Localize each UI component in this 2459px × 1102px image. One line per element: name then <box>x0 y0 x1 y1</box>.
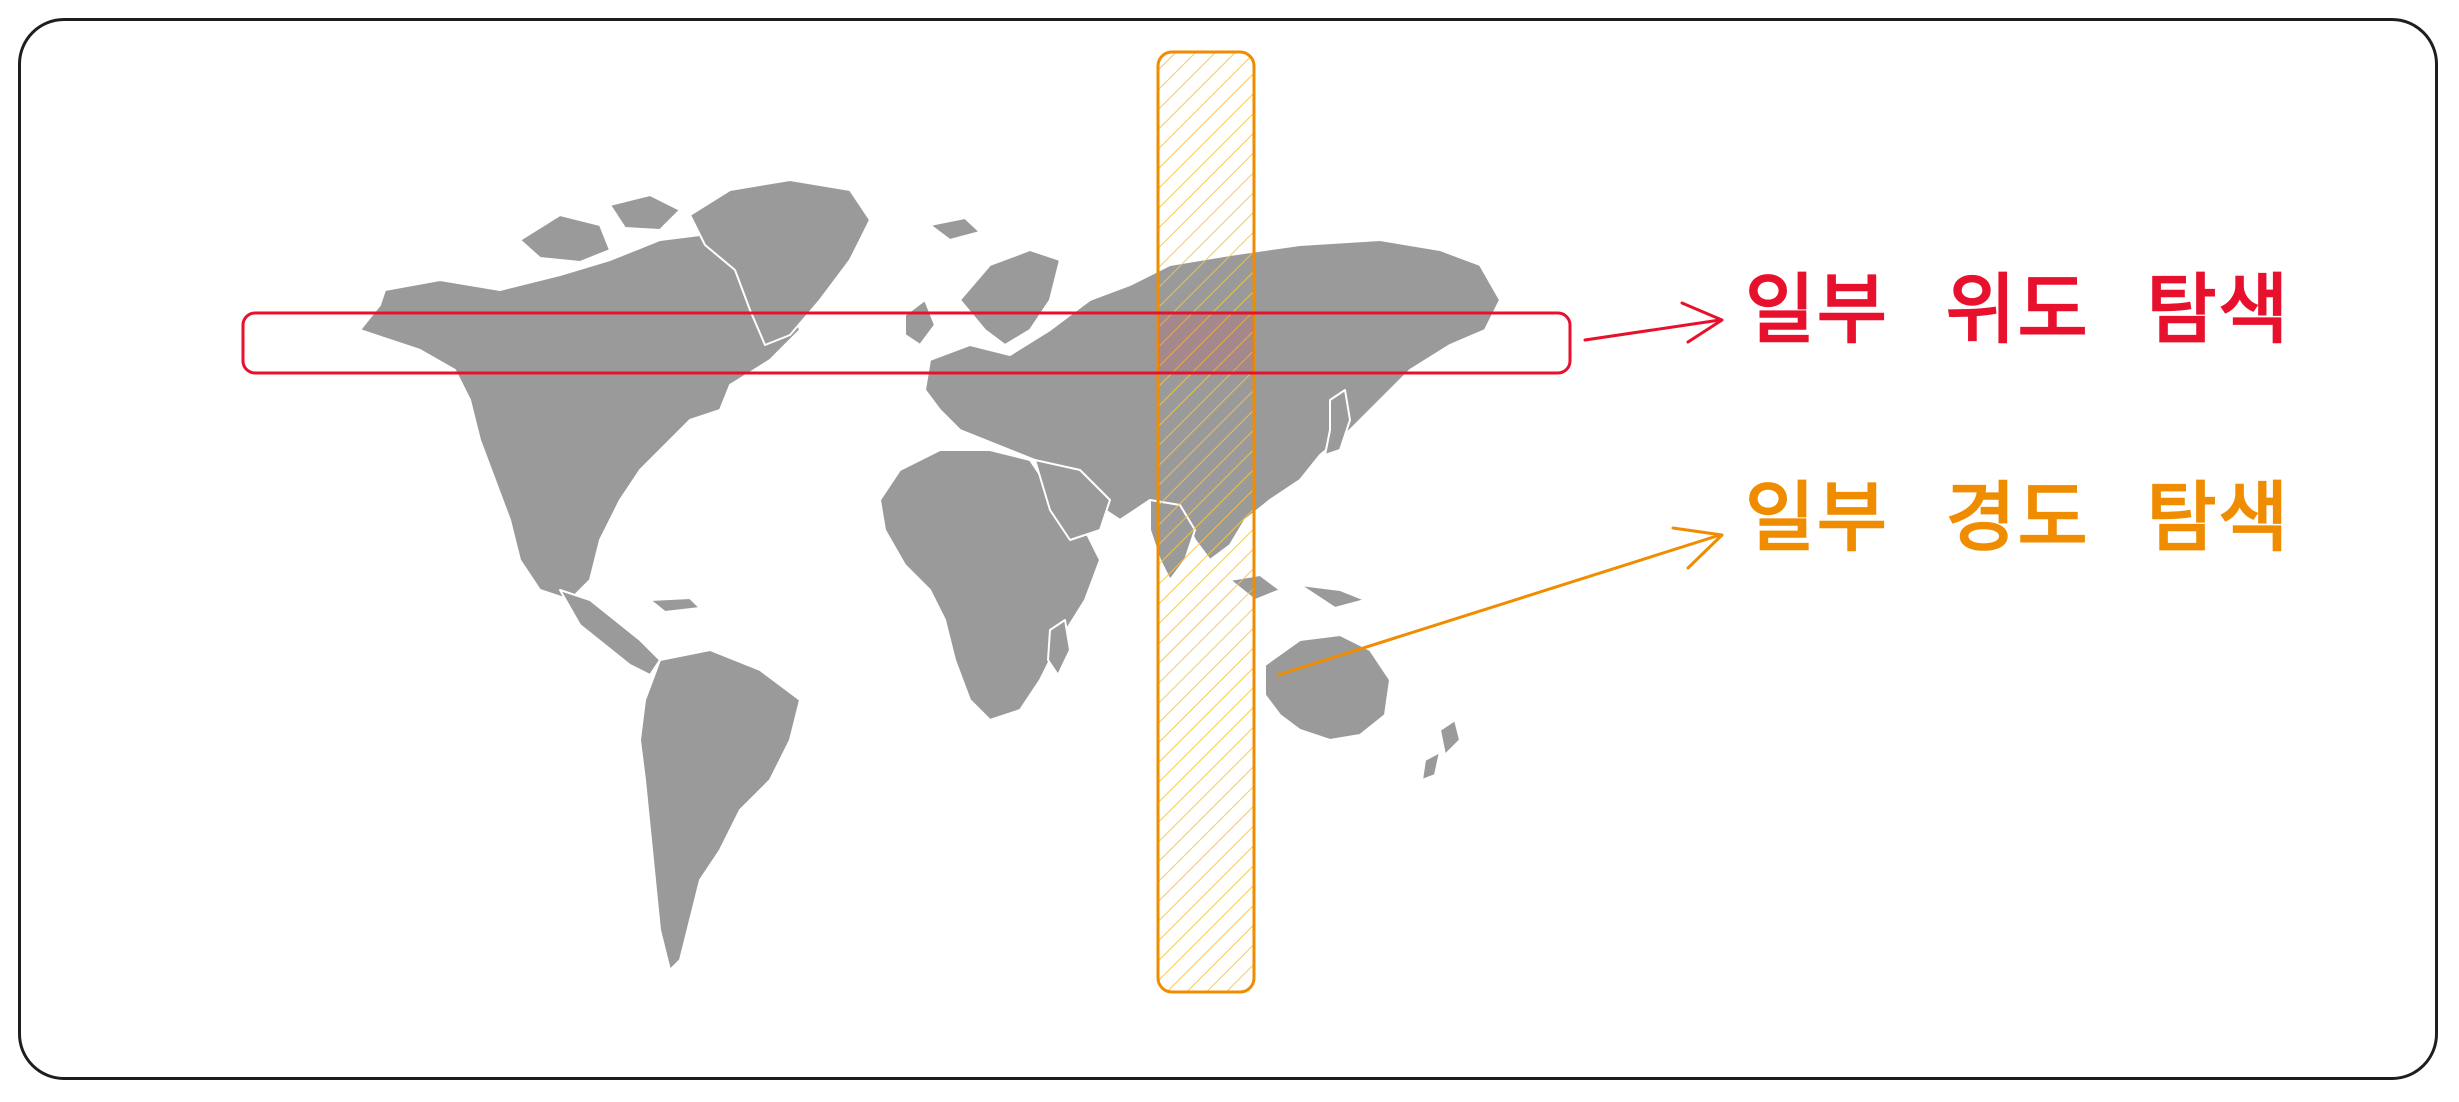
longitude-arrow-icon <box>1276 526 1724 677</box>
arctic-islands <box>609 194 681 231</box>
madagascar-landmass <box>1047 619 1071 676</box>
australia-landmass <box>1264 634 1391 741</box>
longitude-band <box>1156 50 1256 994</box>
south-america-landmass <box>639 649 801 971</box>
world-map <box>359 179 1501 971</box>
longitude-search-label: 일부 경도 탐색 <box>1745 473 2291 562</box>
north-america-landmass <box>359 234 801 601</box>
central-america-landmass <box>559 589 661 676</box>
canvas-frame <box>18 18 2438 1080</box>
japan-landmass <box>1324 389 1351 456</box>
scandinavia-landmass <box>959 249 1061 346</box>
latitude-band <box>241 311 1572 375</box>
uk-landmass <box>904 299 936 346</box>
caribbean-islands <box>649 597 701 613</box>
new-zealand-landmass <box>1439 719 1461 756</box>
arctic-islands <box>519 214 611 263</box>
africa-landmass <box>879 449 1101 721</box>
latitude-band-outline <box>241 311 1572 375</box>
latitude-arrow-icon <box>1583 301 1724 344</box>
greenland-landmass <box>689 179 871 346</box>
southeast-asia-islands <box>1299 584 1366 609</box>
latitude-search-label: 일부 위도 탐색 <box>1745 265 2291 354</box>
iceland-landmass <box>929 217 981 241</box>
arabia-landmass <box>1034 459 1111 541</box>
new-zealand-landmass <box>1421 751 1441 781</box>
longitude-band-outline <box>1156 50 1256 994</box>
longitude-band-fill <box>1158 52 1254 992</box>
latitude-band-overlap <box>1158 313 1254 373</box>
